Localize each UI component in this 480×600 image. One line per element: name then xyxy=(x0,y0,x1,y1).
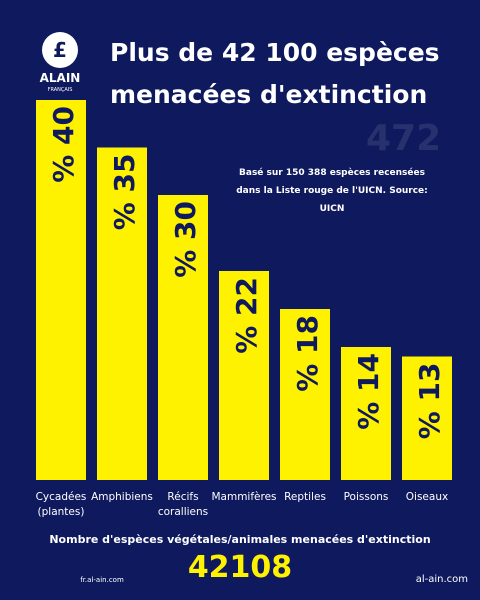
logo-glyph: £ xyxy=(53,38,67,62)
bar xyxy=(402,356,452,480)
title: Plus de 42 100 espèces menacées d'extinc… xyxy=(110,32,440,116)
corner-site: al-ain.com xyxy=(416,574,468,585)
title-line: menacées d'extinction xyxy=(110,80,428,109)
value-label: % 18 xyxy=(291,315,324,392)
x-tick-label: Poissons xyxy=(343,491,389,503)
x-tick-label: Oiseaux xyxy=(405,491,449,503)
bar xyxy=(341,347,391,480)
value-label: % 40 xyxy=(47,106,80,183)
bar xyxy=(280,309,330,480)
footer-number: 42108 xyxy=(187,550,293,585)
bar xyxy=(219,271,269,480)
site: fr.al-ain.com xyxy=(80,576,124,584)
x-tick-label: Récifs coralliens xyxy=(157,491,209,518)
logo-name: ALAIN xyxy=(40,71,81,85)
value-label: % 35 xyxy=(108,154,141,231)
subtitle: Basé sur 150 388 espèces recensées dans … xyxy=(236,168,428,214)
value-label: % 13 xyxy=(413,363,446,440)
value-label: % 30 xyxy=(169,201,202,278)
x-tick-label: Amphibiens xyxy=(91,491,153,503)
title-line: Plus de 42 100 espèces xyxy=(110,38,440,67)
x-tick-label: Reptiles xyxy=(284,491,326,503)
bar xyxy=(158,195,208,480)
footer-caption: Nombre d'espèces végétales/animales mena… xyxy=(49,533,431,546)
bar xyxy=(97,147,147,480)
logo-sub: FRANÇAIS xyxy=(48,87,73,93)
x-tick-label: Mammifères xyxy=(211,491,277,503)
value-label: % 22 xyxy=(230,277,263,354)
x-tick-label: Cycadées (plantes) xyxy=(35,491,87,518)
value-label: % 14 xyxy=(352,353,385,430)
logo-mark xyxy=(42,32,78,68)
watermark: 472 xyxy=(366,118,442,159)
bar xyxy=(36,100,86,480)
